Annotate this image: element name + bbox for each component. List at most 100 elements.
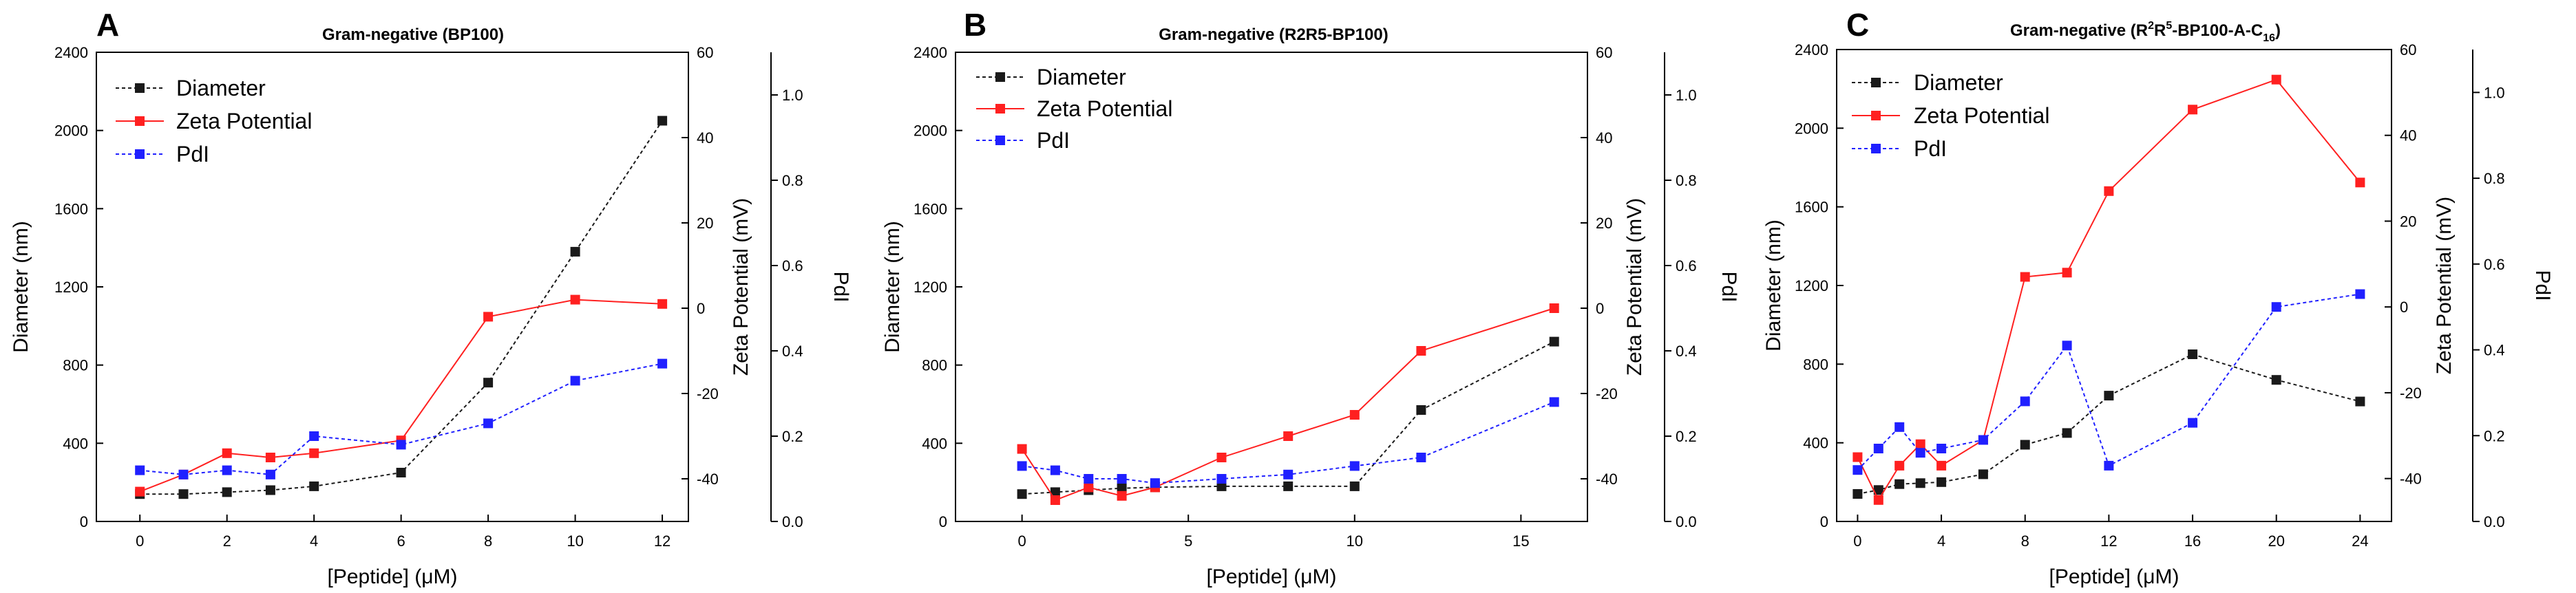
y3-tick-label-b-2: 0.4	[1676, 343, 1697, 360]
legend-label-diameter-b: Diameter	[1037, 65, 1126, 89]
point-diameter-c-0	[1852, 489, 1863, 499]
series-line-zeta-a	[139, 299, 663, 493]
point-zeta-b-5	[1216, 453, 1227, 462]
chart-title-a: Gram-negative (BP100)	[322, 25, 504, 44]
y3-tick-label-c-1: 0.2	[2484, 427, 2505, 444]
chart-title-c-sup-2: 5	[2166, 20, 2172, 32]
legend-marker-zeta-b	[995, 104, 1005, 114]
point-zeta-b-2	[1084, 482, 1094, 493]
chart-title-c-main: Gram-negative (R	[2010, 21, 2148, 40]
y-ticks-a: 0 400 800 1200 1600 2000 2400	[54, 44, 103, 530]
point-diameter-c-3	[1915, 478, 1925, 488]
x-tick-label-a-1: 2	[223, 532, 231, 550]
point-zeta-a-3	[265, 453, 275, 462]
point-pdi-b-0	[1017, 461, 1027, 471]
series-line-pdi-c	[1857, 293, 2361, 471]
y3-tick-label-c-3: 0.6	[2484, 256, 2505, 273]
legend-label-zeta-c: Zeta Potential	[1914, 103, 2049, 128]
y2-tick-label-b-2: 0	[1596, 300, 1604, 317]
point-diameter-b-6	[1283, 481, 1294, 491]
series-line-diameter-b	[1022, 341, 1555, 495]
legend-marker-zeta-a	[135, 116, 145, 126]
point-zeta-c-8	[2104, 186, 2114, 196]
y-tick-label-b-5: 2000	[914, 122, 947, 140]
y2-tick-label-b-1: -20	[1596, 385, 1618, 402]
point-zeta-a-8	[657, 299, 668, 309]
point-diameter-a-7	[570, 246, 580, 257]
point-pdi-c-7	[2062, 341, 2072, 351]
point-pdi-a-3	[265, 469, 275, 479]
y-tick-label-c-1: 400	[1803, 435, 1828, 452]
x-tick-label-a-6: 12	[654, 532, 671, 550]
point-diameter-c-9	[2188, 349, 2198, 359]
legend-marker-diameter-a	[135, 83, 145, 93]
point-diameter-a-8	[657, 116, 668, 126]
y3-tick-label-c-0: 0.0	[2484, 513, 2505, 530]
point-diameter-a-5	[396, 468, 406, 477]
y3-tick-label-a-0: 0.0	[782, 513, 803, 530]
legend-marker-diameter-c	[1871, 78, 1881, 87]
point-diameter-c-11	[2355, 396, 2365, 407]
y3-ticks-a: 0.0 0.2 0.4 0.6 0.8 1.0	[771, 87, 803, 530]
point-pdi-c-0	[1852, 465, 1863, 475]
x-tick-label-a-4: 8	[484, 532, 492, 550]
point-pdi-a-2	[222, 465, 232, 475]
point-zeta-c-9	[2188, 105, 2198, 115]
y2-tick-label-b-3: 20	[1596, 215, 1612, 232]
series-group-b	[1017, 303, 1559, 505]
y-ticks-b: 0 400 800 1200 1600 2000 2400	[914, 44, 962, 530]
y3-axis-label-c: PdI	[2531, 270, 2554, 301]
x-axis-label-a: [Peptide] (μM)	[327, 565, 457, 588]
point-zeta-c-2	[1894, 460, 1905, 471]
y-ticks-c: 0 400 800 1200 1600 2000 2400	[1795, 41, 1844, 530]
x-axis-label-c: [Peptide] (μM)	[2049, 565, 2179, 588]
x-ticks-b: 0 5 10 15	[1018, 515, 1530, 550]
chart-title-c: Gram-negative (R2R5-BP100-A-C16)	[2010, 20, 2281, 44]
y2-tick-label-b-5: 60	[1596, 44, 1612, 61]
point-pdi-c-11	[2355, 289, 2365, 299]
x-tick-label-c-4: 16	[2184, 532, 2201, 550]
y-tick-label-a-0: 0	[80, 513, 88, 530]
panel-label-b: B	[964, 7, 986, 43]
y-tick-label-c-0: 0	[1820, 513, 1828, 530]
point-diameter-a-6	[483, 378, 494, 388]
point-diameter-c-10	[2271, 375, 2281, 385]
y-tick-label-b-4: 1600	[914, 200, 947, 217]
y-tick-label-b-3: 1200	[914, 279, 947, 296]
series-line-diameter-c	[1857, 353, 2361, 495]
panel-label-c: C	[1846, 7, 1869, 43]
point-pdi-b-3	[1117, 474, 1127, 484]
y-tick-label-b-1: 400	[922, 435, 947, 452]
legend-label-diameter-c: Diameter	[1914, 70, 2003, 95]
plot-frame-b	[955, 52, 1588, 522]
y2-tick-label-c-4: 40	[2400, 127, 2416, 144]
legend-label-zeta-a: Zeta Potential	[176, 109, 312, 133]
point-zeta-a-4	[309, 448, 319, 458]
point-pdi-b-8	[1416, 453, 1426, 462]
legend-marker-pdi-c	[1871, 144, 1881, 153]
point-pdi-b-7	[1349, 461, 1360, 471]
point-pdi-c-9	[2188, 418, 2198, 428]
point-zeta-a-7	[570, 294, 580, 305]
y2-ticks-b: -40 -20 0 20 40 60	[1581, 44, 1618, 488]
point-diameter-c-5	[1978, 469, 1988, 479]
x-tick-label-c-1: 4	[1937, 532, 1945, 550]
point-zeta-b-8	[1416, 346, 1426, 356]
point-diameter-b-5	[1216, 481, 1227, 491]
point-diameter-b-7	[1349, 481, 1360, 491]
y2-ticks-c: -40 -20 0 20 40 60	[2385, 41, 2422, 488]
legend-label-pdi-c: PdI	[1914, 136, 1947, 161]
panel-c: C Gram-negative (R2R5-BP100-A-C16) 0 4 8 12…	[1762, 7, 2554, 588]
y-tick-label-c-6: 2400	[1795, 41, 1828, 58]
point-diameter-c-8	[2104, 391, 2114, 401]
point-diameter-b-0	[1017, 489, 1027, 499]
point-diameter-c-2	[1894, 479, 1905, 489]
series-group-c	[1852, 74, 2365, 505]
point-zeta-c-1	[1873, 495, 1883, 505]
point-diameter-c-4	[1936, 477, 1947, 487]
x-tick-label-b-3: 15	[1512, 532, 1529, 550]
x-tick-label-a-2: 4	[310, 532, 318, 550]
x-tick-label-a-5: 10	[567, 532, 583, 550]
x-tick-label-c-2: 8	[2021, 532, 2029, 550]
series-line-pdi-b	[1022, 401, 1555, 484]
